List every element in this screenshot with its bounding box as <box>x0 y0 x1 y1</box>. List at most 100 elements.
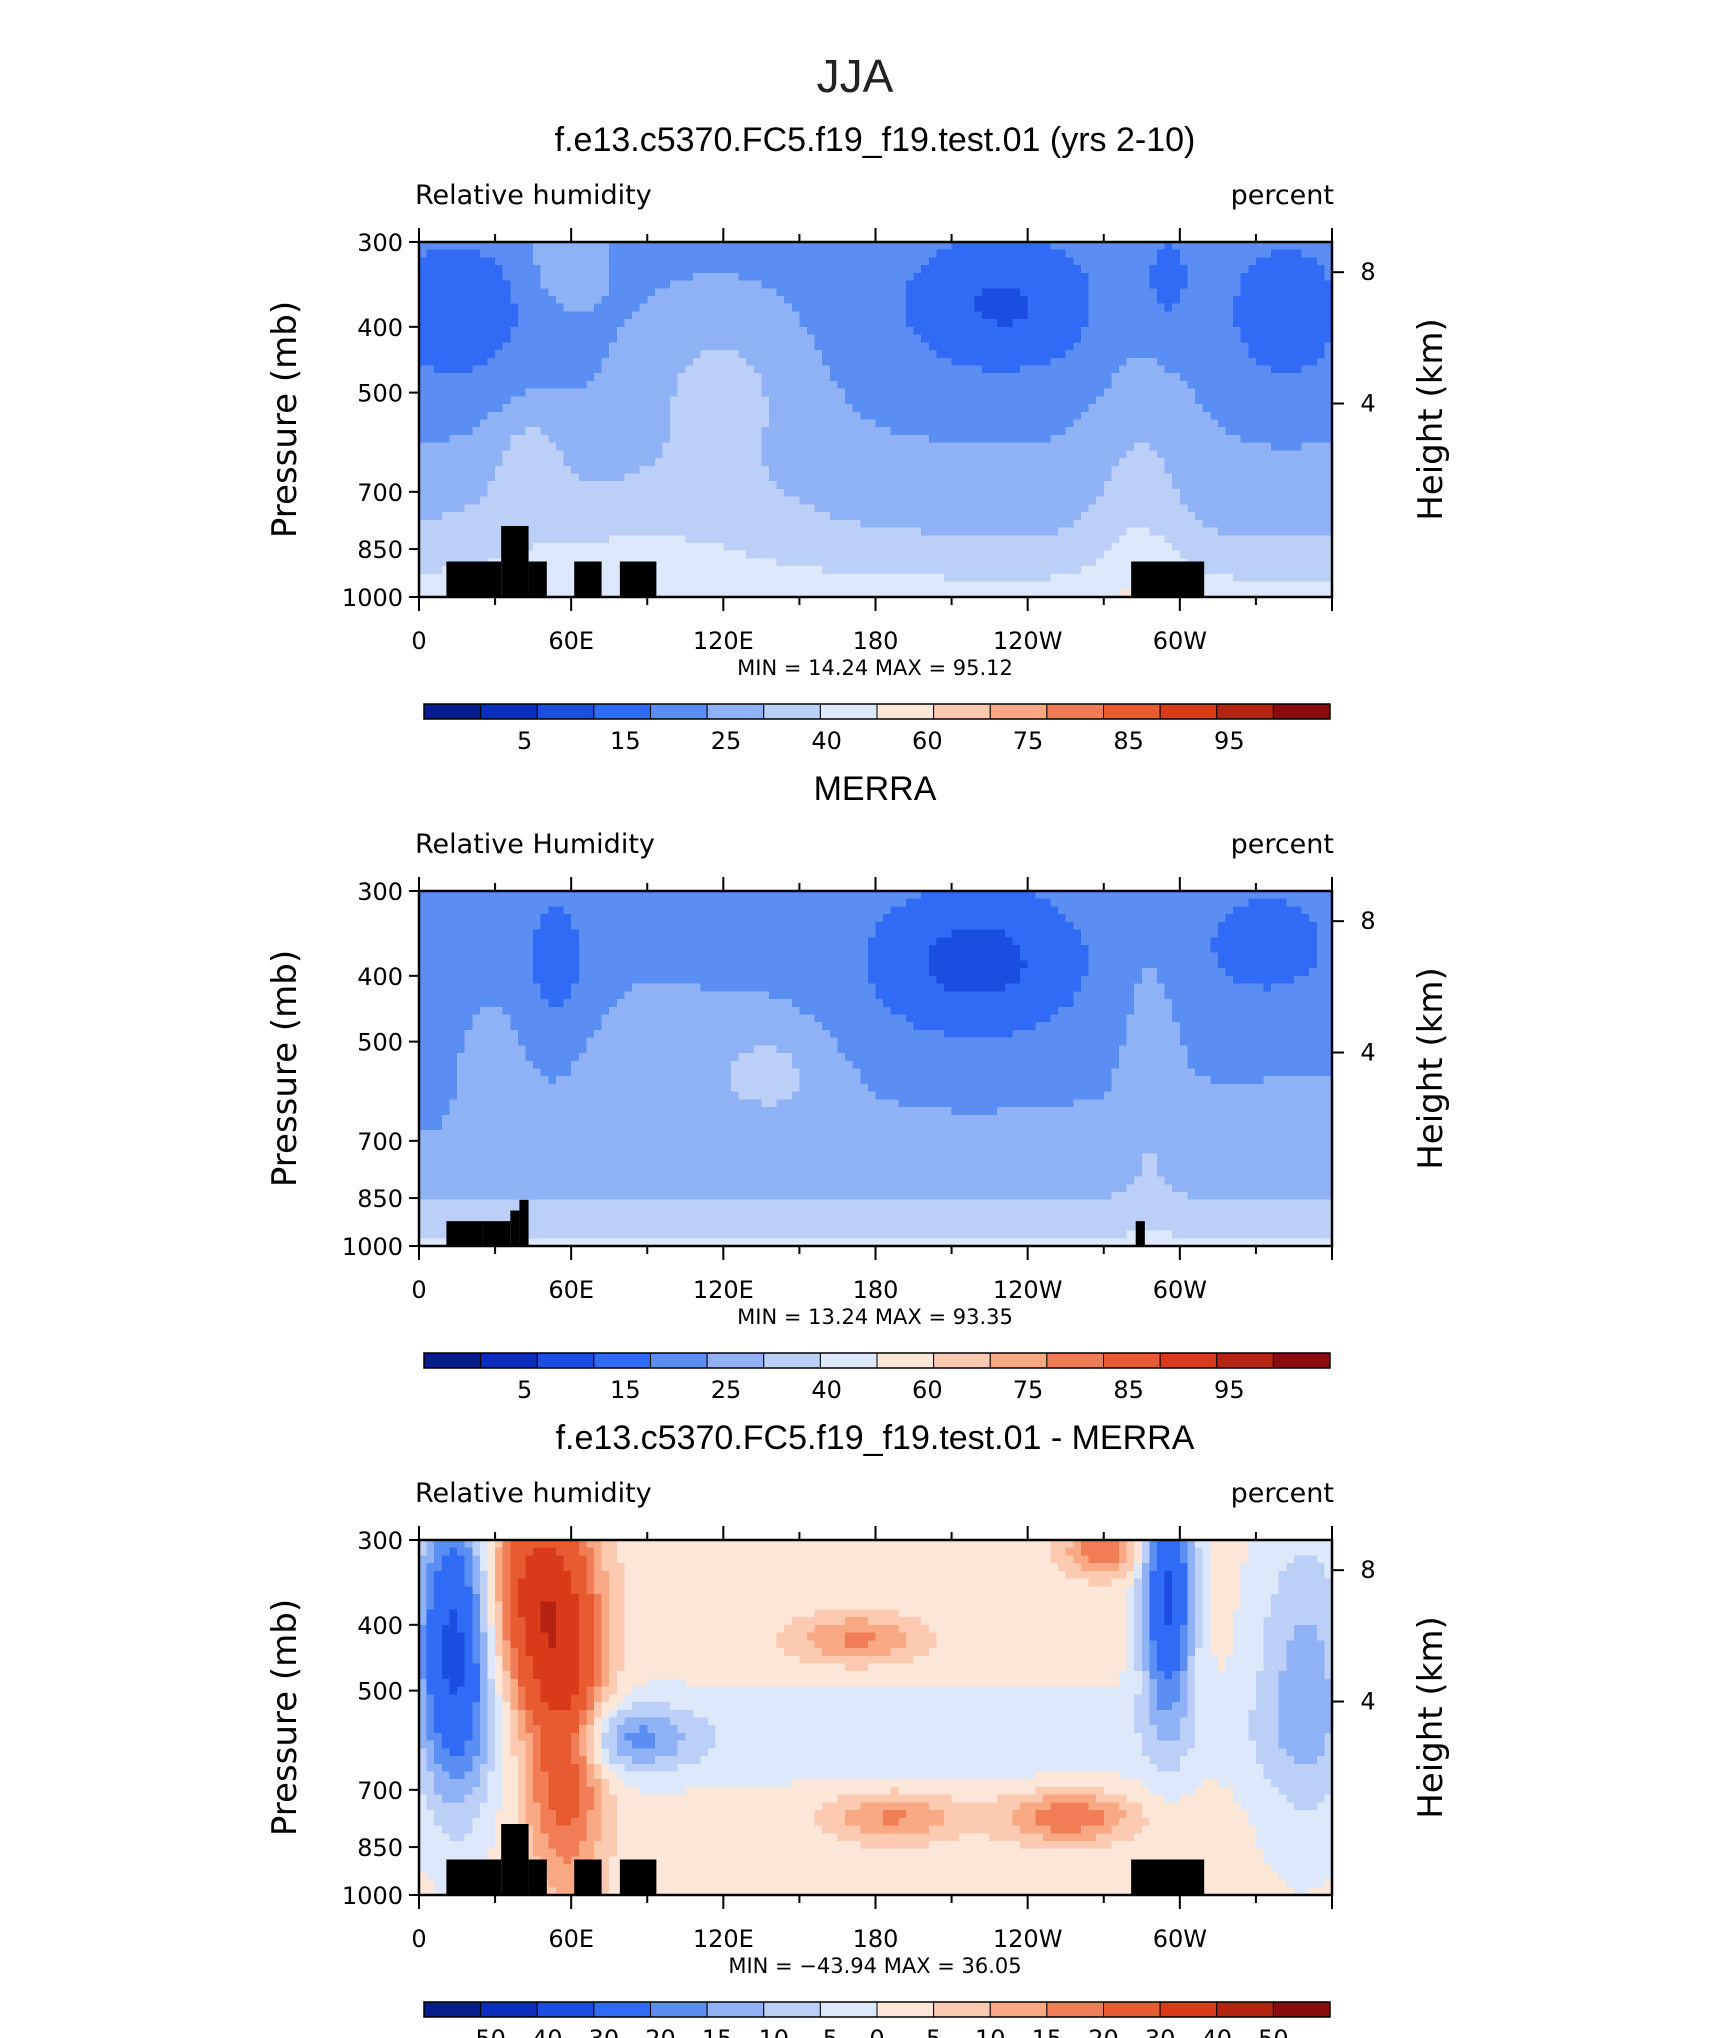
heatmap-cell <box>472 265 481 274</box>
heatmap-cell <box>1255 350 1265 359</box>
heatmap-cell <box>1050 365 1059 374</box>
heatmap-cell <box>829 542 839 552</box>
heatmap-cell <box>1027 411 1036 421</box>
heatmap-cell <box>936 357 945 367</box>
heatmap-cell <box>1187 334 1196 343</box>
heatmap-cell <box>616 396 626 405</box>
heatmap-cell <box>1293 326 1303 336</box>
heatmap-cell <box>555 488 565 498</box>
heatmap-cell <box>677 465 686 475</box>
heatmap-cell <box>928 488 937 498</box>
heatmap-cell <box>1316 504 1325 513</box>
heatmap-cell <box>1240 512 1249 521</box>
heatmap-cell <box>426 481 435 490</box>
heatmap-cell <box>1293 434 1303 444</box>
heatmap-cell <box>715 535 724 544</box>
heatmap-cell <box>921 558 930 567</box>
heatmap-cell <box>1118 334 1128 343</box>
heatmap-cell <box>1278 450 1287 459</box>
heatmap-cell <box>1088 350 1097 359</box>
heatmap-cell <box>966 442 976 451</box>
heatmap-cell <box>1195 334 1204 343</box>
heatmap-cell <box>517 442 527 451</box>
heatmap-cell <box>1164 257 1173 266</box>
heatmap-cell <box>639 465 648 475</box>
heatmap-cell <box>563 326 572 336</box>
heatmap-cell <box>768 542 778 552</box>
heatmap-cell <box>776 396 785 405</box>
heatmap-cell <box>647 288 656 297</box>
heatmap-cell <box>1240 296 1249 305</box>
heatmap-cell <box>1324 319 1333 328</box>
heatmap-cell <box>464 365 473 374</box>
heatmap-cell <box>692 388 702 397</box>
heatmap-cell <box>1118 442 1128 451</box>
heatmap-cell <box>890 481 899 490</box>
heatmap-cell <box>677 249 686 259</box>
heatmap-cell <box>852 265 861 274</box>
heatmap-cell <box>578 427 587 436</box>
heatmap-cell <box>662 380 671 390</box>
heatmap-cell <box>982 512 991 521</box>
heatmap-cell <box>563 558 572 567</box>
heatmap-cell <box>1248 550 1257 560</box>
heatmap-cell <box>875 434 884 444</box>
heatmap-cell <box>814 396 823 405</box>
heatmap-cell <box>936 319 945 328</box>
heatmap-cell <box>730 342 740 351</box>
heatmap-cell <box>1240 442 1249 451</box>
heatmap-cell <box>807 434 816 444</box>
heatmap-cell <box>1080 249 1090 259</box>
heatmap-cell <box>654 342 664 351</box>
heatmap-cell <box>578 481 587 490</box>
heatmap-cell <box>1233 296 1242 305</box>
heatmap-cell <box>1324 365 1333 374</box>
heatmap-cell <box>867 427 877 436</box>
heatmap-cell <box>1149 334 1158 343</box>
heatmap-cell <box>571 434 580 444</box>
heatmap-cell <box>1080 388 1090 397</box>
heatmap-cell <box>464 380 473 390</box>
heatmap-cell <box>883 365 892 374</box>
heatmap-cell <box>1301 504 1310 513</box>
heatmap-cell <box>1149 542 1158 552</box>
heatmap-cell <box>419 504 428 513</box>
heatmap-cell <box>1210 242 1219 251</box>
heatmap-cell <box>1202 257 1211 266</box>
heatmap-cell <box>692 303 702 313</box>
heatmap-cell <box>624 326 633 336</box>
heatmap-cell <box>464 319 473 328</box>
heatmap-cell <box>1179 257 1189 266</box>
heatmap-cell <box>1080 303 1090 313</box>
heatmap-cell <box>1103 350 1112 359</box>
heatmap-cell <box>639 411 648 421</box>
heatmap-cell <box>571 326 580 336</box>
heatmap-cell <box>654 272 664 282</box>
heatmap-cell <box>1316 350 1325 359</box>
heatmap-cell <box>1240 365 1249 374</box>
heatmap-cell <box>799 249 808 259</box>
heatmap-cell <box>677 550 686 560</box>
heatmap-cell <box>799 442 808 451</box>
heatmap-cell <box>1050 465 1059 475</box>
heatmap-cell <box>1293 288 1303 297</box>
heatmap-cell <box>1324 249 1333 259</box>
heatmap-cell <box>632 303 641 313</box>
heatmap-cell <box>578 504 587 513</box>
heatmap-cell <box>1096 388 1105 397</box>
heatmap-cell <box>730 265 740 274</box>
heatmap-cell <box>1020 296 1029 305</box>
heatmap-cell <box>1035 419 1044 428</box>
heatmap-cell <box>829 404 839 413</box>
heatmap-cell <box>434 450 443 459</box>
heatmap-cell <box>1149 442 1158 451</box>
heatmap-cell <box>936 488 945 498</box>
heatmap-cell <box>1065 458 1074 467</box>
heatmap-cell <box>1316 373 1325 382</box>
heatmap-cell <box>1248 288 1257 297</box>
heatmap-cell <box>1324 350 1333 359</box>
heatmap-cell <box>1149 519 1158 529</box>
heatmap-cell <box>829 535 839 544</box>
heatmap-cell <box>845 427 854 436</box>
heatmap-cell <box>753 388 762 397</box>
